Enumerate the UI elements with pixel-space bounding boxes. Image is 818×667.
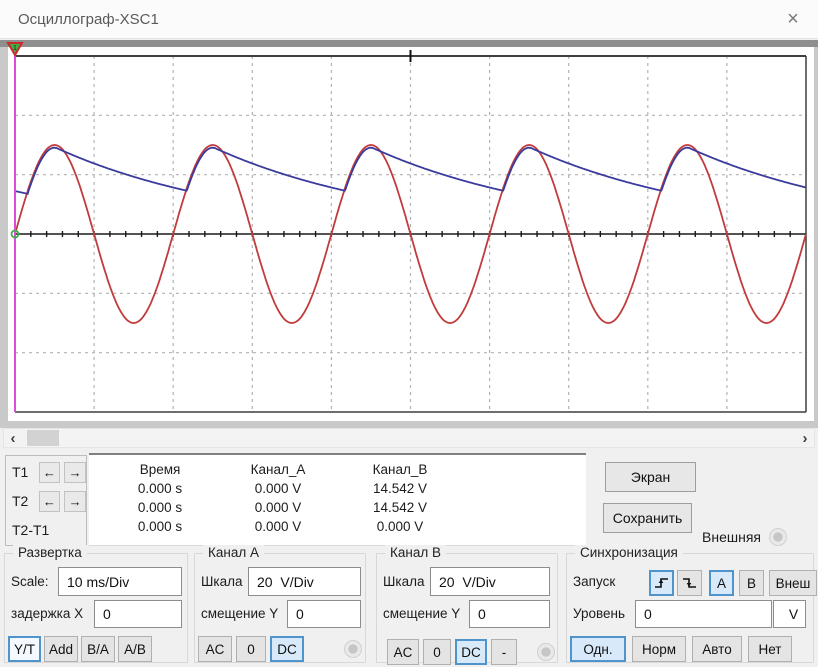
channel-a-radio[interactable] (344, 640, 362, 658)
channel-b-dc-button[interactable]: DC (455, 639, 487, 665)
t1-left-arrow-button[interactable]: ← (39, 462, 61, 483)
timebase-ab-button[interactable]: A/B (118, 636, 152, 662)
col-header-channel-b: Канал_B (337, 462, 463, 477)
external-trigger-label: Внешняя (702, 529, 761, 545)
channel-a-legend: Канал A (203, 545, 264, 560)
t2-channel-a-value: 0.000 V (219, 500, 337, 515)
channel-b-zero-button[interactable]: 0 (423, 639, 451, 665)
channel-b-legend: Канал B (385, 545, 446, 560)
timebase-xdelay-label: задержка X (11, 606, 83, 621)
table-row-t2-t1: 0.000 s 0.000 V 0.000 V (101, 517, 586, 536)
save-button[interactable]: Сохранить (603, 503, 692, 533)
scroll-left-icon[interactable]: ‹ (4, 429, 22, 447)
channel-b-offset-label: смещение Y (383, 606, 460, 621)
falling-edge-icon[interactable] (677, 570, 702, 596)
t2-left-arrow-button[interactable]: ← (39, 491, 61, 512)
timebase-add-button[interactable]: Add (44, 636, 78, 662)
channel-b-minus-button[interactable]: - (491, 639, 517, 665)
timebase-ba-button[interactable]: B/A (81, 636, 115, 662)
channel-a-offset-input[interactable] (287, 600, 361, 628)
timebase-panel: Развертка Scale: задержка X Y/T Add B/A … (4, 553, 188, 663)
t2-time-value: 0.000 s (101, 500, 219, 515)
channel-b-scale-input[interactable] (430, 567, 550, 596)
channel-b-scale-label: Шкала (383, 574, 424, 589)
channel-a-scale-input[interactable] (248, 567, 361, 596)
scroll-right-icon[interactable]: › (796, 429, 814, 447)
t1-time-value: 0.000 s (101, 481, 219, 496)
channel-a-ac-button[interactable]: AC (198, 636, 232, 662)
cursor-control-box: T1 ← → T2 ← → T2-T1 (5, 455, 87, 546)
t1-channel-b-value: 14.542 V (337, 481, 463, 496)
t1-channel-a-value: 0.000 V (219, 481, 337, 496)
trigger-mode-none-button[interactable]: Нет (748, 636, 792, 662)
timebase-yt-button[interactable]: Y/T (8, 636, 41, 662)
timebase-legend: Развертка (13, 545, 87, 560)
t2-channel-b-value: 14.542 V (337, 500, 463, 515)
channel-a-offset-label: смещение Y (201, 606, 278, 621)
trigger-start-label: Запуск (573, 574, 615, 589)
t1-right-arrow-button[interactable]: → (64, 462, 86, 483)
close-icon[interactable]: × (778, 4, 808, 34)
channel-a-dc-button[interactable]: DC (270, 636, 304, 662)
channel-a-panel: Канал A Шкала смещение Y AC 0 DC (194, 553, 366, 663)
cursor-t1-number: 1 (13, 45, 17, 52)
col-header-channel-a: Канал_A (219, 462, 337, 477)
timebase-scale-label: Scale: (11, 574, 49, 589)
table-row-t1: 0.000 s 0.000 V 14.542 V (101, 479, 586, 498)
trigger-level-input[interactable] (635, 600, 772, 628)
table-header-row: Время Канал_A Канал_B (101, 460, 586, 479)
waveform-plot: 1 (0, 40, 818, 428)
table-row-t2: 0.000 s 0.000 V 14.542 V (101, 498, 586, 517)
timebase-scale-input[interactable] (58, 567, 182, 596)
horizontal-scrollbar[interactable]: ‹ › (3, 428, 815, 448)
scrollbar-thumb[interactable] (27, 430, 59, 446)
diff-channel-a-value: 0.000 V (219, 519, 337, 534)
channel-b-ac-button[interactable]: AC (387, 639, 419, 665)
channel-b-offset-input[interactable] (469, 600, 550, 628)
title-bar: Осциллограф-XSC1 × (0, 0, 818, 39)
col-header-time: Время (101, 462, 219, 477)
diff-time-value: 0.000 s (101, 519, 219, 534)
trigger-level-label: Уровень (573, 606, 625, 621)
channel-a-scale-label: Шкала (201, 574, 242, 589)
trigger-panel: Синхронизация Запуск A B Внеш Уровень V … (566, 553, 814, 663)
trigger-source-b-button[interactable]: B (739, 570, 764, 596)
trigger-mode-single-button[interactable]: Одн. (570, 636, 626, 662)
timebase-xdelay-input[interactable] (94, 600, 182, 628)
t2-right-arrow-button[interactable]: → (64, 491, 86, 512)
trigger-mode-normal-button[interactable]: Норм (632, 636, 686, 662)
trigger-source-a-button[interactable]: A (709, 570, 734, 596)
trigger-legend: Синхронизация (575, 545, 683, 560)
screen-button[interactable]: Экран (605, 462, 696, 492)
channel-a-zero-button[interactable]: 0 (236, 636, 266, 662)
rising-edge-icon[interactable] (649, 570, 674, 596)
measurement-table: Время Канал_A Канал_B 0.000 s 0.000 V 14… (89, 453, 586, 546)
oscilloscope-display[interactable]: 1 (0, 40, 818, 428)
diff-channel-b-value: 0.000 V (337, 519, 463, 534)
cursor-t1-label: T1 (12, 464, 35, 480)
cursor-diff-label: T2-T1 (12, 522, 49, 538)
trigger-level-unit[interactable]: V (773, 600, 806, 628)
window-title: Осциллограф-XSC1 (18, 11, 159, 28)
cursor-t2-label: T2 (12, 493, 35, 509)
trigger-mode-auto-button[interactable]: Авто (692, 636, 742, 662)
channel-b-radio[interactable] (537, 643, 555, 661)
scope-frame-top-edge (0, 40, 818, 47)
channel-b-panel: Канал B Шкала смещение Y AC 0 DC - (376, 553, 558, 663)
external-trigger-radio[interactable] (769, 528, 787, 546)
trigger-source-ext-button[interactable]: Внеш (769, 570, 817, 596)
